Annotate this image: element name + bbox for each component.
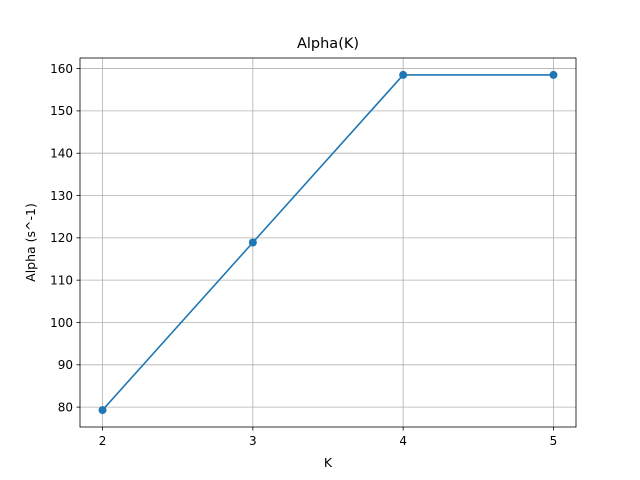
y-tick-label: 90 xyxy=(58,358,73,372)
x-tick-label: 4 xyxy=(399,434,407,448)
y-tick-label: 150 xyxy=(50,104,73,118)
y-tick-label: 100 xyxy=(50,316,73,330)
data-point xyxy=(248,238,257,247)
x-axis-label: K xyxy=(324,455,333,470)
axis-ticks: 2 3 4 5 80 90 100 110 120 130 140 150 160 xyxy=(50,62,557,448)
data-point xyxy=(399,70,408,79)
x-tick-label: 5 xyxy=(550,434,558,448)
x-tick-label: 3 xyxy=(249,434,257,448)
grid-lines xyxy=(80,58,576,427)
y-tick-label: 80 xyxy=(58,400,73,414)
chart-title: Alpha(K) xyxy=(297,36,359,52)
y-tick-label: 160 xyxy=(50,62,73,76)
y-tick-label: 130 xyxy=(50,189,73,203)
series-line xyxy=(101,74,554,411)
y-tick-label: 120 xyxy=(50,231,73,245)
y-axis-label: Alpha (s^-1) xyxy=(23,203,38,282)
data-point xyxy=(98,406,107,415)
y-tick-label: 110 xyxy=(50,273,73,287)
x-tick-label: 2 xyxy=(99,434,107,448)
data-point xyxy=(549,70,558,79)
plot-frame xyxy=(79,57,577,428)
y-tick-label: 140 xyxy=(50,147,73,161)
series-layer xyxy=(98,70,558,415)
